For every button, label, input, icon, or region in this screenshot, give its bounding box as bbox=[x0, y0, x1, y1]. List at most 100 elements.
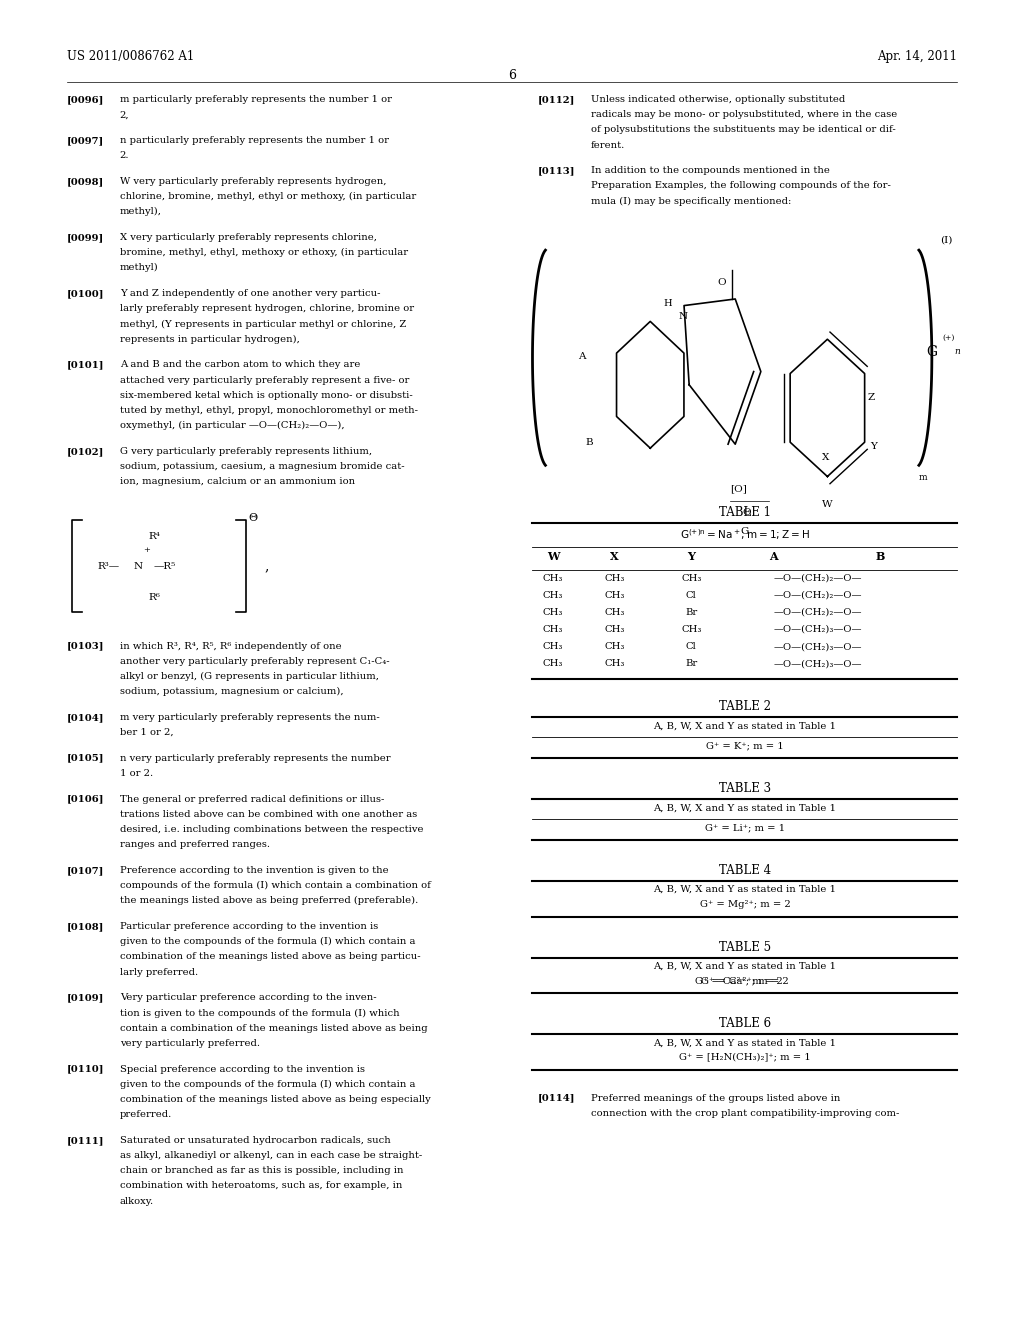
Text: m very particularly preferably represents the num-: m very particularly preferably represent… bbox=[120, 713, 380, 722]
Text: methyl): methyl) bbox=[120, 263, 159, 272]
Text: A, B, W, X and Y as stated in Table 1: A, B, W, X and Y as stated in Table 1 bbox=[653, 1039, 837, 1047]
Text: B: B bbox=[876, 552, 886, 562]
Text: TABLE 1: TABLE 1 bbox=[719, 507, 771, 519]
Text: as alkyl, alkanediyl or alkenyl, can in each case be straight-: as alkyl, alkanediyl or alkenyl, can in … bbox=[120, 1151, 422, 1160]
Text: oxymethyl, (in particular —O—(CH₂)₂—O—),: oxymethyl, (in particular —O—(CH₂)₂—O—), bbox=[120, 421, 344, 430]
Text: Z: Z bbox=[867, 393, 874, 403]
Text: m: m bbox=[919, 474, 927, 482]
Text: represents in particular hydrogen),: represents in particular hydrogen), bbox=[120, 335, 300, 343]
Text: trations listed above can be combined with one another as: trations listed above can be combined wi… bbox=[120, 809, 417, 818]
Text: connection with the crop plant compatibility-improving com-: connection with the crop plant compatibi… bbox=[591, 1109, 899, 1118]
Text: W: W bbox=[547, 552, 559, 562]
Text: [0106]: [0106] bbox=[67, 795, 104, 804]
Text: ferent.: ferent. bbox=[591, 141, 625, 149]
Text: TABLE 4: TABLE 4 bbox=[719, 865, 771, 876]
Text: alkoxy.: alkoxy. bbox=[120, 1196, 154, 1205]
Text: —R⁵: —R⁵ bbox=[154, 562, 176, 572]
Text: larly preferred.: larly preferred. bbox=[120, 968, 198, 977]
Text: tion is given to the compounds of the formula (I) which: tion is given to the compounds of the fo… bbox=[120, 1008, 399, 1018]
Text: [0098]: [0098] bbox=[67, 177, 103, 186]
Text: [0105]: [0105] bbox=[67, 754, 104, 763]
Text: attached very particularly preferably represent a five- or: attached very particularly preferably re… bbox=[120, 376, 410, 384]
Text: CH₃: CH₃ bbox=[543, 660, 563, 668]
Text: n very particularly preferably represents the number: n very particularly preferably represent… bbox=[120, 754, 390, 763]
Text: N: N bbox=[679, 313, 688, 321]
Text: bromine, methyl, ethyl, methoxy or ethoxy, (in particular: bromine, methyl, ethyl, methoxy or ethox… bbox=[120, 248, 408, 257]
Text: given to the compounds of the formula (I) which contain a: given to the compounds of the formula (I… bbox=[120, 1080, 416, 1089]
Text: [0101]: [0101] bbox=[67, 360, 104, 370]
Text: TABLE 2: TABLE 2 bbox=[719, 701, 771, 713]
Text: preferred.: preferred. bbox=[120, 1110, 172, 1119]
Text: Cl: Cl bbox=[686, 643, 696, 651]
Text: CH₃: CH₃ bbox=[604, 643, 625, 651]
Text: larly preferably represent hydrogen, chlorine, bromine or: larly preferably represent hydrogen, chl… bbox=[120, 305, 414, 313]
Text: Particular preference according to the invention is: Particular preference according to the i… bbox=[120, 921, 378, 931]
Text: compounds of the formula (I) which contain a combination of: compounds of the formula (I) which conta… bbox=[120, 880, 431, 890]
Text: G⁺ = K⁺; m = 1: G⁺ = K⁺; m = 1 bbox=[707, 742, 783, 750]
Text: CH₃: CH₃ bbox=[681, 626, 701, 634]
Text: CH₃: CH₃ bbox=[543, 591, 563, 599]
Text: n particularly preferably represents the number 1 or: n particularly preferably represents the… bbox=[120, 136, 389, 145]
Text: Θ: Θ bbox=[742, 508, 751, 516]
Text: Y: Y bbox=[687, 552, 695, 562]
Text: methyl, (Y represents in particular methyl or chlorine, Z: methyl, (Y represents in particular meth… bbox=[120, 319, 407, 329]
Text: 1 or 2.: 1 or 2. bbox=[120, 768, 153, 777]
Text: A: A bbox=[769, 552, 777, 562]
Text: Preferred meanings of the groups listed above in: Preferred meanings of the groups listed … bbox=[591, 1094, 841, 1102]
Text: TABLE 6: TABLE 6 bbox=[719, 1018, 771, 1030]
Text: Unless indicated otherwise, optionally substituted: Unless indicated otherwise, optionally s… bbox=[591, 95, 845, 104]
Text: Cl: Cl bbox=[686, 591, 696, 599]
Text: A, B, W, X and Y as stated in Table 1: A, B, W, X and Y as stated in Table 1 bbox=[653, 886, 837, 894]
Text: A and B and the carbon atom to which they are: A and B and the carbon atom to which the… bbox=[120, 360, 360, 370]
Text: [0110]: [0110] bbox=[67, 1064, 104, 1073]
Text: [0108]: [0108] bbox=[67, 921, 103, 931]
Text: A: A bbox=[579, 351, 586, 360]
Text: TABLE 5: TABLE 5 bbox=[719, 941, 771, 953]
Text: sodium, potassium, caesium, a magnesium bromide cat-: sodium, potassium, caesium, a magnesium … bbox=[120, 462, 404, 471]
Text: CH₃: CH₃ bbox=[681, 574, 701, 582]
Text: combination with heteroatoms, such as, for example, in: combination with heteroatoms, such as, f… bbox=[120, 1181, 402, 1191]
Text: ,: , bbox=[264, 560, 268, 574]
Text: (+): (+) bbox=[942, 334, 954, 342]
Text: A, B, W, X and Y as stated in Table 1: A, B, W, X and Y as stated in Table 1 bbox=[653, 962, 837, 970]
Text: combination of the meanings listed above as being especially: combination of the meanings listed above… bbox=[120, 1094, 430, 1104]
Text: [0107]: [0107] bbox=[67, 866, 103, 875]
Text: —O—(CH₂)₂—O—: —O—(CH₂)₂—O— bbox=[773, 609, 861, 616]
Text: B: B bbox=[586, 438, 593, 446]
Text: CH₃: CH₃ bbox=[604, 591, 625, 599]
Text: In addition to the compounds mentioned in the: In addition to the compounds mentioned i… bbox=[591, 166, 829, 176]
Text: chlorine, bromine, methyl, ethyl or methoxy, (in particular: chlorine, bromine, methyl, ethyl or meth… bbox=[120, 191, 416, 201]
Text: H: H bbox=[664, 300, 672, 308]
Text: [0100]: [0100] bbox=[67, 289, 104, 298]
Text: very particularly preferred.: very particularly preferred. bbox=[120, 1039, 260, 1048]
Text: Y: Y bbox=[869, 442, 877, 451]
Text: methyl),: methyl), bbox=[120, 207, 162, 216]
Text: ion, magnesium, calcium or an ammonium ion: ion, magnesium, calcium or an ammonium i… bbox=[120, 478, 355, 486]
Text: six-membered ketal which is optionally mono- or disubsti-: six-membered ketal which is optionally m… bbox=[120, 391, 413, 400]
Text: Θ: Θ bbox=[249, 513, 258, 524]
Text: 6: 6 bbox=[508, 69, 516, 82]
Text: combination of the meanings listed above as being particu-: combination of the meanings listed above… bbox=[120, 952, 421, 961]
Text: tuted by methyl, ethyl, propyl, monochloromethyl or meth-: tuted by methyl, ethyl, propyl, monochlo… bbox=[120, 407, 418, 414]
Text: R³—: R³— bbox=[97, 562, 120, 572]
Text: another very particularly preferably represent C₁-C₄-: another very particularly preferably rep… bbox=[120, 657, 389, 665]
Text: G⁺ = Li⁺; m = 1: G⁺ = Li⁺; m = 1 bbox=[705, 824, 785, 832]
Text: R⁴: R⁴ bbox=[148, 532, 161, 541]
Text: +: + bbox=[143, 546, 151, 554]
Text: radicals may be mono- or polysubstituted, where in the case: radicals may be mono- or polysubstituted… bbox=[591, 111, 897, 119]
Text: [0103]: [0103] bbox=[67, 642, 104, 651]
Text: R⁶: R⁶ bbox=[148, 593, 161, 602]
Text: O: O bbox=[718, 279, 726, 286]
Text: CH₃: CH₃ bbox=[543, 609, 563, 616]
Text: G⁺ = Mg²⁺; m = 2: G⁺ = Mg²⁺; m = 2 bbox=[699, 900, 791, 908]
Text: A, B, W, X and Y as stated in Table 1: A, B, W, X and Y as stated in Table 1 bbox=[653, 804, 837, 812]
Text: [0112]: [0112] bbox=[538, 95, 574, 104]
Text: (I): (I) bbox=[940, 235, 952, 244]
Text: CH₃: CH₃ bbox=[604, 574, 625, 582]
Text: Very particular preference according to the inven-: Very particular preference according to … bbox=[120, 993, 377, 1002]
Text: m particularly preferably represents the number 1 or: m particularly preferably represents the… bbox=[120, 95, 392, 104]
Text: Preference according to the invention is given to the: Preference according to the invention is… bbox=[120, 866, 388, 875]
Text: —O—(CH₂)₂—O—: —O—(CH₂)₂—O— bbox=[773, 574, 861, 582]
Text: [0096]: [0096] bbox=[67, 95, 103, 104]
Text: n: n bbox=[954, 347, 961, 356]
